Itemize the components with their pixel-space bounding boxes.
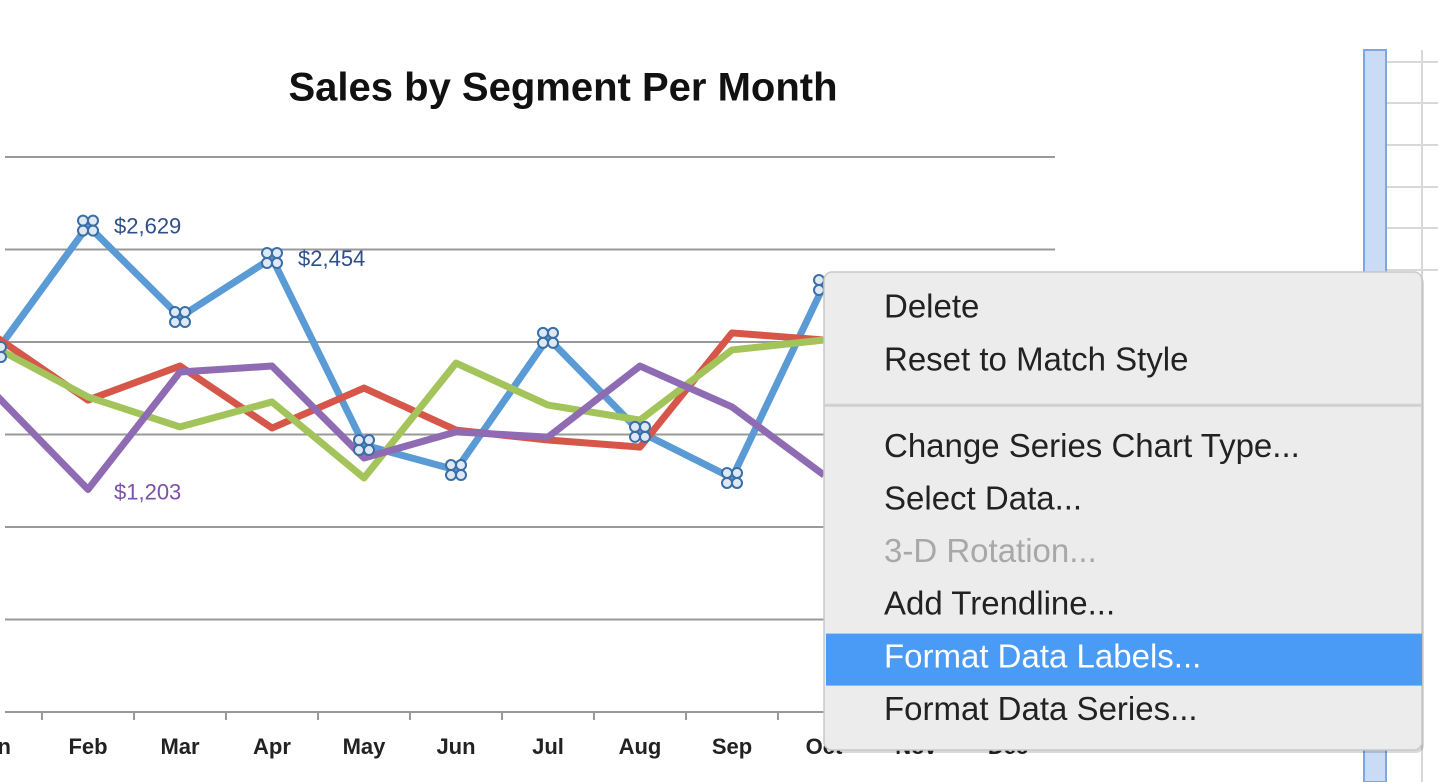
handle	[537, 326, 549, 339]
handle	[445, 459, 457, 472]
menu-item[interactable]: Add Trendline...	[884, 585, 1115, 622]
data-label: $1,203	[114, 479, 181, 504]
x-tick-label: Sep	[712, 734, 752, 759]
x-tick-label: Apr	[253, 734, 291, 759]
x-tick-label: Aug	[619, 734, 662, 759]
handle	[179, 306, 191, 319]
menu-panel	[823, 271, 1423, 751]
menu-item[interactable]: Reset to Match Style	[884, 340, 1188, 377]
handle	[445, 469, 457, 482]
handle	[813, 274, 825, 287]
handle	[271, 247, 283, 260]
selection-marker	[445, 459, 467, 482]
handle	[169, 316, 181, 329]
menu-item: 3-D Rotation...	[884, 532, 1097, 569]
selection-marker	[77, 214, 99, 237]
x-tick-label: Feb	[68, 734, 107, 759]
handle	[0, 350, 7, 363]
x-tick-label: Jul	[532, 734, 564, 759]
handle	[363, 444, 375, 457]
menu-highlight	[826, 633, 1422, 686]
handle	[639, 420, 651, 433]
handle	[731, 476, 743, 489]
selection-marker	[721, 466, 743, 489]
menu-item[interactable]: Select Data...	[884, 480, 1082, 517]
series-line	[0, 362, 827, 493]
series-line	[0, 222, 828, 482]
handle	[353, 444, 365, 457]
selection-marker	[537, 326, 559, 349]
chart-title: Sales by Segment Per Month	[288, 66, 837, 110]
x-tick-label: Jan	[0, 734, 11, 759]
handle	[455, 469, 467, 482]
x-tick-label: May	[343, 734, 387, 759]
handle	[271, 257, 283, 270]
handle	[721, 466, 733, 479]
handle	[547, 326, 559, 339]
menu-item[interactable]: Change Series Chart Type...	[884, 427, 1300, 464]
menu-item[interactable]: Format Data Series...	[884, 690, 1198, 727]
handle	[0, 340, 7, 353]
handle	[639, 430, 651, 443]
selection-marker	[169, 306, 191, 329]
handle	[813, 284, 825, 297]
handle	[77, 224, 89, 237]
handle	[261, 247, 273, 260]
handle	[261, 257, 273, 270]
data-label: $2,629	[114, 213, 181, 238]
x-tick-label: Mar	[160, 734, 200, 759]
handle	[455, 459, 467, 472]
selection-marker	[261, 247, 283, 270]
handle	[547, 336, 559, 349]
selection-marker	[353, 434, 375, 457]
menu-item[interactable]: Delete	[884, 288, 979, 325]
data-label: $2,454	[298, 246, 365, 271]
context-menu: Delete Reset to Match Style Change Series …	[823, 271, 1424, 753]
handle	[721, 476, 733, 489]
handle	[629, 420, 641, 433]
handle	[87, 224, 99, 237]
x-tick-label: Jun	[436, 734, 475, 759]
handle	[179, 316, 191, 329]
handle	[537, 336, 549, 349]
handle	[169, 306, 181, 319]
handle	[363, 434, 375, 447]
handle	[629, 430, 641, 443]
handle	[353, 434, 365, 447]
selection-marker	[0, 340, 7, 363]
menu-item[interactable]: Format Data Labels...	[884, 637, 1201, 674]
handle	[77, 214, 89, 227]
handle	[731, 466, 743, 479]
selection-marker	[629, 420, 651, 443]
handle	[87, 214, 99, 227]
